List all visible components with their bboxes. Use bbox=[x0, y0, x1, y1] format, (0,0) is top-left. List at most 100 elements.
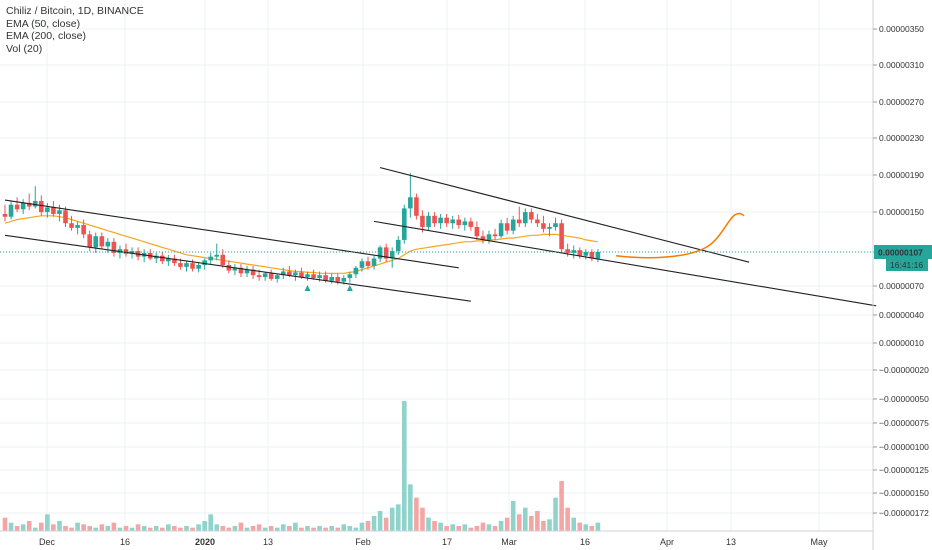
candle[interactable] bbox=[196, 262, 201, 273]
volume-bar bbox=[147, 527, 153, 531]
volume-bar bbox=[492, 526, 498, 531]
candle[interactable] bbox=[26, 193, 32, 211]
candle[interactable] bbox=[147, 249, 153, 261]
candle[interactable] bbox=[51, 200, 56, 217]
candle[interactable] bbox=[57, 204, 62, 222]
candle[interactable] bbox=[474, 221, 480, 240]
candle[interactable] bbox=[268, 269, 274, 281]
candle-body bbox=[432, 215, 437, 224]
candle[interactable] bbox=[553, 217, 558, 231]
candle-body bbox=[281, 271, 286, 276]
projection-curve[interactable] bbox=[615, 212, 745, 259]
candle[interactable] bbox=[595, 249, 601, 263]
candle[interactable] bbox=[516, 206, 522, 227]
candle[interactable] bbox=[420, 210, 425, 233]
volume-bar bbox=[250, 526, 256, 531]
candle[interactable] bbox=[444, 213, 449, 227]
candle[interactable] bbox=[172, 254, 177, 266]
candle[interactable] bbox=[504, 217, 510, 235]
candle[interactable] bbox=[2, 204, 8, 222]
candle[interactable] bbox=[438, 213, 443, 229]
candle-body bbox=[583, 252, 589, 256]
candle[interactable] bbox=[244, 265, 250, 278]
candle[interactable] bbox=[480, 230, 486, 244]
volume-bar bbox=[202, 521, 207, 531]
candle[interactable] bbox=[432, 212, 437, 227]
candle[interactable] bbox=[559, 219, 564, 253]
candle[interactable] bbox=[111, 238, 117, 257]
candle-body bbox=[577, 250, 583, 256]
candle[interactable] bbox=[492, 228, 498, 240]
trendline[interactable] bbox=[4, 199, 459, 269]
candle[interactable] bbox=[383, 243, 389, 263]
legend-symbol[interactable]: Chiliz / Bitcoin, 1D, BINANCE bbox=[6, 5, 144, 17]
candle[interactable] bbox=[535, 213, 540, 227]
price-tick-label: −0.00000125 bbox=[879, 465, 929, 475]
candle[interactable] bbox=[274, 273, 280, 283]
candle[interactable] bbox=[359, 258, 365, 272]
candle[interactable] bbox=[468, 217, 474, 231]
candle[interactable] bbox=[311, 269, 316, 280]
volume-bar bbox=[281, 524, 286, 531]
candle[interactable] bbox=[498, 219, 504, 239]
candle[interactable] bbox=[395, 236, 401, 255]
candle[interactable] bbox=[184, 260, 189, 272]
candle[interactable] bbox=[75, 221, 80, 235]
candle[interactable] bbox=[69, 215, 74, 231]
candle[interactable] bbox=[510, 215, 516, 235]
candle[interactable] bbox=[20, 199, 26, 214]
candle[interactable] bbox=[123, 243, 129, 257]
candle[interactable] bbox=[238, 264, 244, 278]
candle[interactable] bbox=[63, 206, 68, 227]
candle[interactable] bbox=[305, 271, 310, 281]
candle[interactable] bbox=[353, 265, 359, 278]
candle[interactable] bbox=[486, 230, 492, 244]
candle[interactable] bbox=[589, 249, 595, 262]
candle[interactable] bbox=[408, 173, 413, 218]
legend-ema200[interactable]: EMA (200, close) bbox=[6, 30, 86, 42]
volume-bar bbox=[45, 514, 50, 531]
candle[interactable] bbox=[232, 264, 238, 276]
candle[interactable] bbox=[523, 208, 528, 227]
candle[interactable] bbox=[371, 254, 377, 270]
candle[interactable] bbox=[450, 215, 455, 229]
candle[interactable] bbox=[426, 212, 431, 231]
candle[interactable] bbox=[583, 249, 589, 260]
candle[interactable] bbox=[45, 202, 50, 218]
candle[interactable] bbox=[347, 271, 353, 283]
candle[interactable] bbox=[377, 245, 383, 263]
candle[interactable] bbox=[99, 232, 105, 250]
price-tick-label: 0.00000310 bbox=[879, 60, 924, 70]
candle[interactable] bbox=[105, 238, 111, 253]
candle[interactable] bbox=[153, 252, 159, 264]
trendline[interactable] bbox=[373, 220, 877, 307]
candle[interactable] bbox=[414, 193, 419, 220]
candle[interactable] bbox=[456, 214, 462, 229]
candle[interactable] bbox=[281, 267, 286, 279]
candle[interactable] bbox=[293, 269, 298, 281]
candle[interactable] bbox=[577, 247, 583, 259]
candle[interactable] bbox=[529, 208, 534, 224]
candle[interactable] bbox=[262, 271, 268, 281]
candle[interactable] bbox=[8, 200, 14, 220]
legend-ema50[interactable]: EMA (50, close) bbox=[6, 17, 81, 30]
candle-body bbox=[377, 247, 383, 259]
volume-bar bbox=[129, 527, 135, 531]
candle[interactable] bbox=[541, 215, 546, 233]
candle[interactable] bbox=[81, 219, 86, 239]
trendline[interactable] bbox=[4, 234, 471, 302]
candle[interactable] bbox=[166, 254, 171, 266]
candle[interactable] bbox=[250, 265, 256, 279]
candle[interactable] bbox=[462, 217, 468, 231]
candle[interactable] bbox=[208, 252, 213, 265]
candle[interactable] bbox=[402, 204, 407, 244]
candle[interactable] bbox=[547, 223, 552, 237]
candle[interactable] bbox=[93, 232, 99, 253]
candle[interactable] bbox=[365, 256, 371, 270]
legend-volume[interactable]: Vol (20) bbox=[6, 42, 43, 55]
trendline[interactable] bbox=[379, 167, 750, 263]
candle-body bbox=[39, 200, 44, 213]
candle[interactable] bbox=[14, 197, 20, 213]
